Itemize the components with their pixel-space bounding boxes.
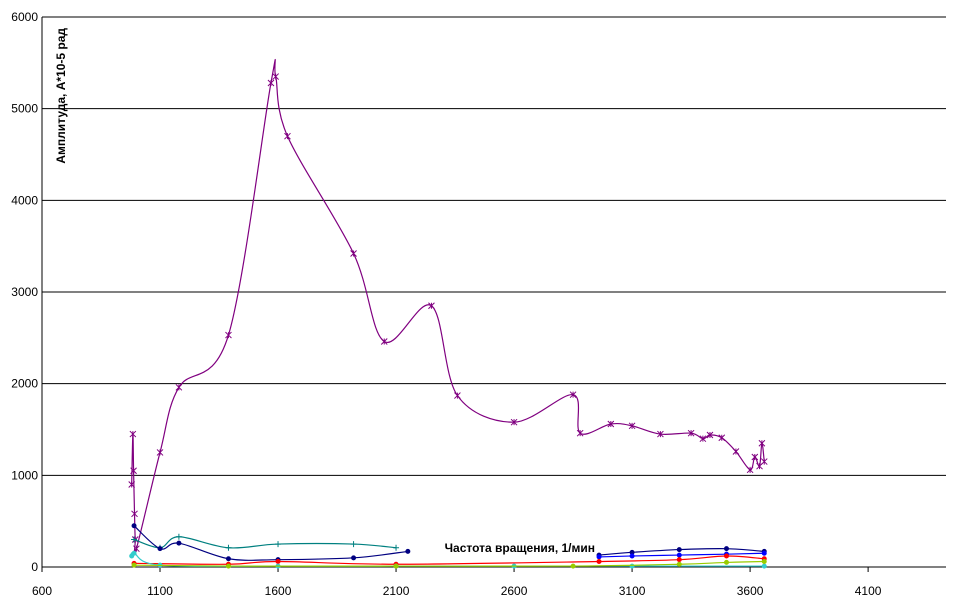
x-tick-label: 1100 [147, 584, 173, 598]
marker [628, 422, 636, 430]
marker [607, 420, 615, 428]
marker [175, 383, 183, 391]
marker [156, 449, 164, 456]
marker [723, 546, 729, 552]
marker [175, 533, 182, 540]
marker [761, 559, 767, 564]
y-axis-label: Амплитуда, А*10-5 рад [54, 28, 68, 164]
marker [284, 132, 291, 140]
marker [676, 557, 682, 563]
marker [510, 418, 518, 426]
x-axis-label: Частота вращения, 1/мин [445, 541, 595, 555]
marker [405, 548, 411, 554]
marker [225, 563, 231, 569]
y-tick-label: 3000 [11, 285, 38, 299]
marker [129, 430, 137, 438]
marker [596, 559, 602, 564]
marker [699, 435, 707, 443]
marker [225, 556, 231, 562]
marker [676, 552, 682, 558]
marker [275, 541, 282, 548]
y-tick-label: 0 [31, 560, 38, 574]
marker [687, 429, 695, 437]
marker [130, 467, 137, 475]
marker [428, 302, 435, 310]
marker [128, 481, 136, 488]
marker [723, 559, 729, 565]
marker [380, 338, 388, 345]
series-line [131, 58, 765, 555]
marker [272, 73, 280, 80]
marker [758, 439, 766, 447]
marker [350, 541, 357, 548]
marker [393, 544, 400, 551]
x-tick-label: 2100 [383, 584, 410, 598]
marker [267, 79, 275, 87]
marker [157, 546, 163, 552]
marker [676, 561, 682, 567]
marker [454, 392, 461, 399]
x-tick-label: 600 [32, 584, 52, 598]
plot: 0 1000 2000 3000 4000 5000 6000 600 1100 1600 2100… [11, 10, 946, 598]
y-tick-label: 1000 [11, 468, 38, 482]
marker [569, 391, 577, 399]
marker [718, 434, 726, 442]
x-tick-label: 4100 [855, 584, 882, 598]
marker [657, 430, 664, 438]
marker [225, 544, 232, 551]
y-tick-label: 6000 [11, 10, 38, 24]
x-tick-label: 1600 [265, 584, 292, 598]
marker [629, 553, 635, 559]
series-line [133, 536, 397, 549]
marker [676, 547, 682, 553]
y-tick-label: 5000 [11, 102, 38, 116]
marker [576, 429, 584, 437]
marker [225, 331, 232, 339]
series-line [134, 555, 765, 565]
marker [275, 559, 281, 564]
marker [746, 466, 754, 474]
y-tick-label: 4000 [11, 193, 38, 207]
marker [131, 550, 137, 556]
x-tick-label: 3600 [737, 584, 764, 598]
marker [131, 510, 138, 518]
x-tick-label: 3100 [619, 584, 646, 598]
marker [723, 553, 729, 559]
marker [751, 453, 759, 461]
marker [393, 563, 399, 569]
marker [131, 536, 138, 543]
marker [760, 458, 768, 465]
marker [570, 563, 576, 569]
marker [350, 250, 357, 257]
marker [732, 448, 740, 455]
marker [761, 563, 767, 569]
marker [761, 550, 767, 556]
marker [131, 562, 137, 568]
marker [351, 555, 357, 561]
marker [596, 554, 602, 560]
marker [133, 545, 140, 553]
marker [706, 431, 714, 439]
x-tick-label: 2600 [501, 584, 528, 598]
marker [131, 523, 137, 529]
marker [176, 540, 182, 546]
y-tick-label: 2000 [11, 377, 38, 391]
